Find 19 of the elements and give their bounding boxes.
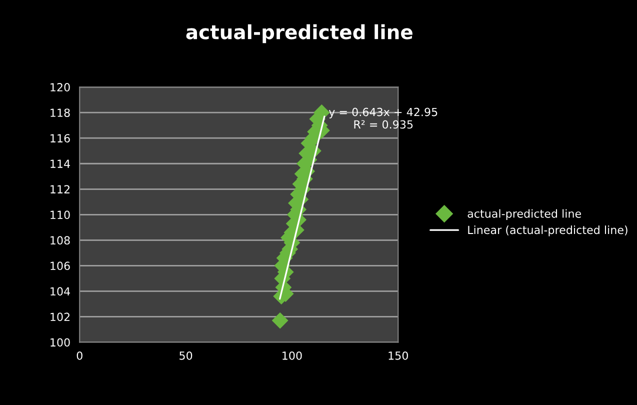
- y-tick-label: 114: [50, 160, 70, 168]
- x-tick-label: 150: [388, 351, 408, 360]
- chart-title: actual-predicted line: [186, 24, 412, 44]
- legend-label: actual-predicted line: [468, 209, 581, 220]
- y-tick-label: 102: [50, 312, 70, 322]
- x-tick-label: 50: [180, 351, 192, 360]
- y-tick-label: 112: [50, 185, 70, 194]
- y-tick-label: 116: [50, 134, 70, 142]
- y-tick-label: 100: [50, 338, 70, 347]
- y-tick-label: 106: [50, 262, 70, 270]
- y-tick-label: 120: [50, 83, 70, 92]
- y-tick-label: 104: [50, 287, 70, 296]
- x-tick-label: 0: [76, 351, 82, 360]
- x-tick-label: 100: [282, 351, 302, 360]
- y-tick-label: 108: [50, 236, 70, 245]
- y-tick-label: 110: [50, 210, 70, 220]
- legend-label: Linear (actual-predicted line): [468, 226, 628, 236]
- y-tick-label: 118: [50, 108, 70, 117]
- annotation: y = 0.643x + 42.95 R² = 0.935: [328, 108, 438, 129]
